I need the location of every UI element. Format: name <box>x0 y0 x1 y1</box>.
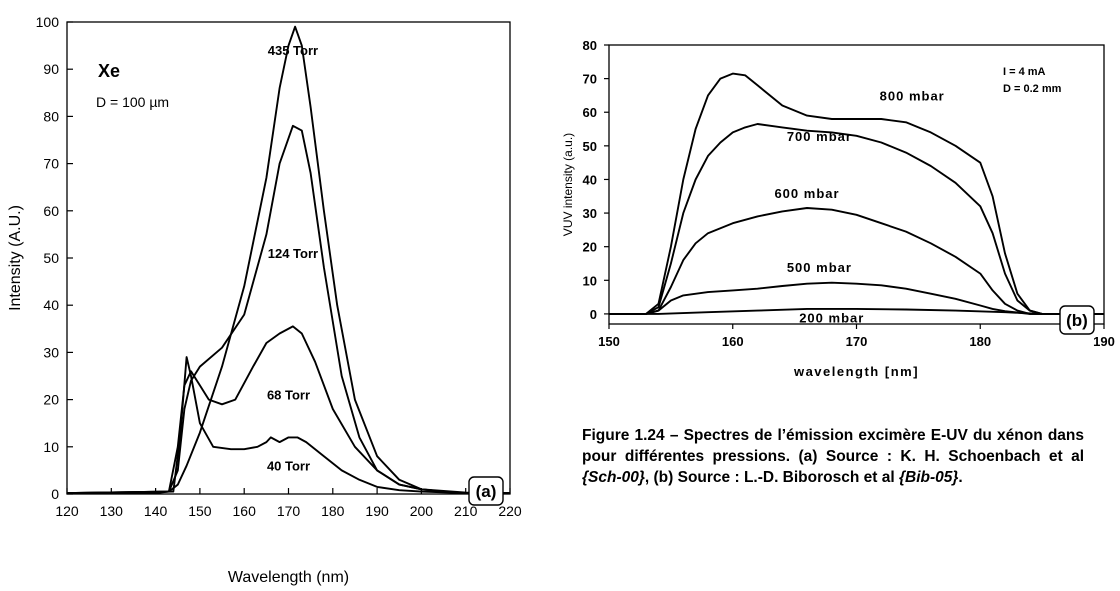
series-label: 700 mbar <box>787 129 852 144</box>
y-tick-label: 30 <box>583 206 597 221</box>
series-label: 68 Torr <box>267 388 310 403</box>
series-label: 500 mbar <box>787 260 852 275</box>
x-axis-label: wavelength [nm] <box>793 364 919 379</box>
caption-ref-b: {Bib-05} <box>898 469 959 486</box>
x-tick-label: 150 <box>598 334 620 349</box>
y-tick-label: 60 <box>43 203 59 219</box>
x-tick-label: 210 <box>454 503 478 519</box>
x-tick-label: 190 <box>365 503 389 519</box>
series-line-200-mbar <box>609 307 1104 315</box>
series-label: 800 mbar <box>880 88 945 103</box>
x-tick-label: 200 <box>410 503 434 519</box>
y-tick-label: 40 <box>583 172 597 187</box>
chart-panel-a: 120 130 140 150 160 170 180 190 200 210 220 0 10 20 30… <box>7 14 522 586</box>
x-tick-label: 180 <box>969 334 991 349</box>
x-tick-label: 170 <box>846 334 868 349</box>
series-line-700-mbar <box>609 123 1104 315</box>
figure-caption: Figure 1.24 – Spectres de l’émission exc… <box>582 425 1084 488</box>
y-tick-label: 20 <box>43 392 59 408</box>
series-label: 40 Torr <box>267 458 310 473</box>
y-tick-label: 80 <box>583 38 597 53</box>
series-line-435-torr <box>67 25 510 495</box>
series-label: 600 mbar <box>774 186 839 201</box>
y-tick-label: 10 <box>43 439 59 455</box>
x-tick-label: 160 <box>233 503 257 519</box>
x-tick-label: 170 <box>277 503 301 519</box>
x-tick-label: 130 <box>100 503 124 519</box>
y-tick-label: 40 <box>43 297 59 313</box>
x-tick-label: 120 <box>55 503 79 519</box>
caption-ref-a: {Sch-00} <box>582 469 645 486</box>
y-axis-label: Intensity (A.U.) <box>7 205 24 311</box>
y-tick-label: 10 <box>583 273 597 288</box>
y-tick-label: 0 <box>590 307 597 322</box>
y-tick-label: 80 <box>43 108 59 124</box>
y-tick-label: 50 <box>583 139 597 154</box>
series-line-68-torr <box>66 325 511 495</box>
y-tick-label: 70 <box>583 72 597 87</box>
x-tick-label: 150 <box>188 503 212 519</box>
x-tick-label: 160 <box>722 334 744 349</box>
panel-label-box <box>468 476 504 506</box>
y-tick-label: 60 <box>583 105 597 120</box>
y-tick-label: 70 <box>43 156 59 172</box>
x-tick-label: 220 <box>498 503 522 519</box>
series-label: 124 Torr <box>268 246 318 261</box>
series-line-600-mbar <box>609 207 1104 315</box>
annotation-diameter: D = 100 µm <box>96 94 169 110</box>
annotation-species: Xe <box>98 61 120 81</box>
y-tick-label: 50 <box>43 250 59 266</box>
y-tick-label: 0 <box>51 486 59 502</box>
y-tick-label: 30 <box>43 344 59 360</box>
panel-label: (a) <box>476 482 497 501</box>
caption-end: . <box>958 469 963 486</box>
panel-label: (b) <box>1066 311 1088 330</box>
series-line-800-mbar <box>609 72 1104 315</box>
y-axis-label: VUV intensity (a.u.) <box>561 133 575 236</box>
x-tick-label: 180 <box>321 503 345 519</box>
caption-mid: , (b) Source : L.-D. Biborosch et al <box>644 469 899 486</box>
x-axis-label: Wavelength (nm) <box>228 569 349 586</box>
annotation-diameter: D = 0.2 mm <box>1003 83 1062 95</box>
caption-text: Figure 1.24 – Spectres de l’émission exc… <box>582 427 1084 465</box>
annotation-current: I = 4 mA <box>1003 66 1046 78</box>
y-tick-label: 100 <box>36 14 60 30</box>
series-label: 435 Torr <box>268 43 318 58</box>
panel-label-box <box>1059 305 1095 335</box>
x-tick-label: 190 <box>1093 334 1115 349</box>
series-label: 200 mbar <box>799 310 864 325</box>
y-tick-label: 90 <box>43 61 59 77</box>
series-line-500-mbar <box>609 281 1104 315</box>
chart-panel-b: 150 160 170 180 190 0 10 20 30 40 50 60 70 80 waveleng… <box>561 38 1115 379</box>
series-line-40-torr <box>66 356 510 495</box>
y-tick-label: 20 <box>583 240 597 255</box>
x-tick-label: 140 <box>144 503 168 519</box>
